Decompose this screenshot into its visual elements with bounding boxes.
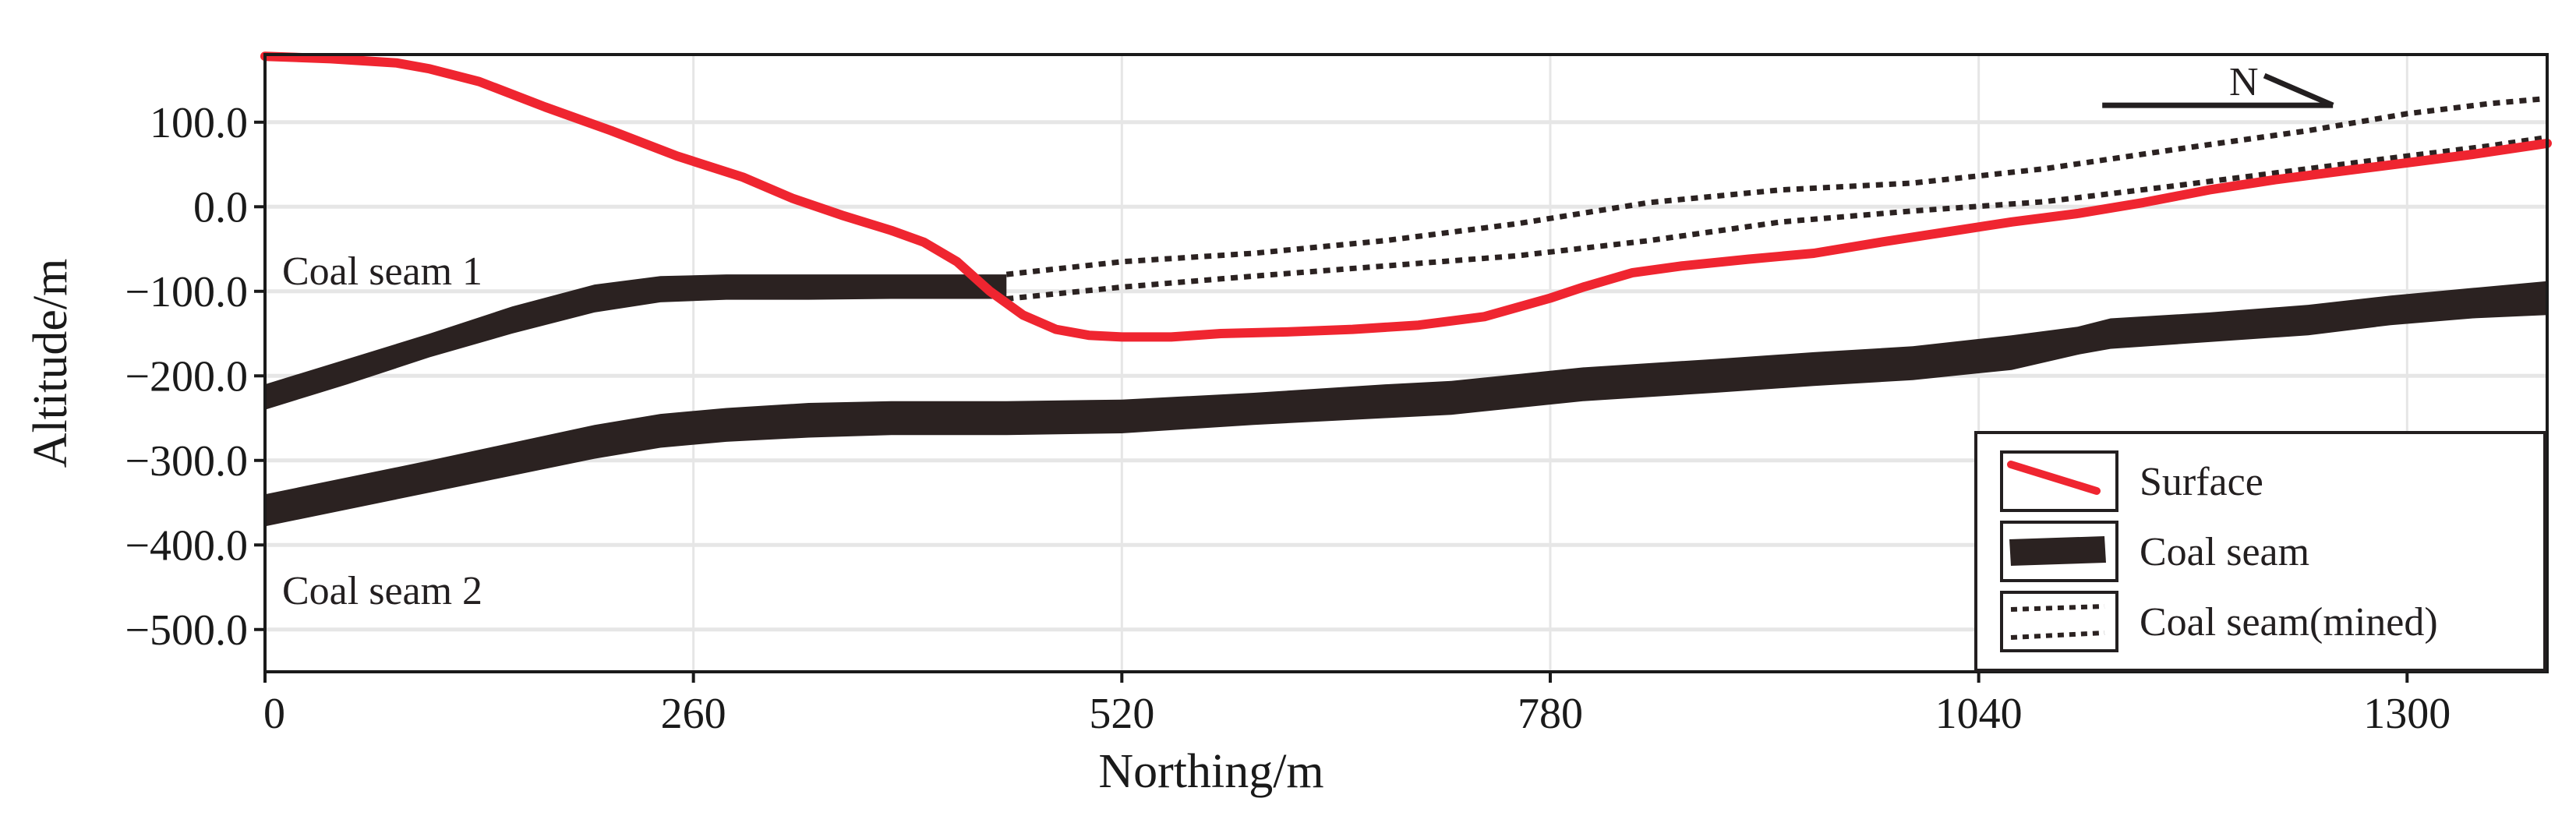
coal-seam-1-band [265, 274, 1007, 410]
y-tick-label-4: −300.0 [125, 437, 248, 486]
legend-label-mined: Coal seam(mined) [2140, 600, 2438, 645]
north-label: N [2229, 60, 2259, 104]
legend-swatch-box-seam [2000, 521, 2118, 582]
seam1-label: Coal seam 1 [282, 249, 482, 294]
mined-seam-line-2 [1005, 134, 2548, 302]
legend-label-surface: Surface [2140, 460, 2263, 504]
legend: Surface Coal seam Coal seam(mined) [1974, 431, 2546, 672]
y-axis-title: Altitude/m [24, 259, 77, 468]
legend-swatch-mined-bottom [2010, 630, 2105, 640]
coal-seam-2-band [265, 281, 2547, 527]
y-tick-label-5: −400.0 [125, 521, 248, 570]
surface-line [260, 51, 2552, 342]
annotations: Coal seam 1 Coal seam 2 N [282, 60, 2334, 613]
y-tick-label-6: −500.0 [125, 606, 248, 655]
series-layer [260, 51, 2552, 527]
y-tick-label-0: 100.0 [150, 99, 248, 147]
x-tick-label-2: 520 [1089, 690, 1154, 738]
x-axis-title: Northing/m [1098, 745, 1323, 798]
x-tick-label-5: 1300 [2363, 690, 2451, 738]
y-tick-label-3: −200.0 [125, 352, 248, 401]
axes: 0 260 520 780 1040 1300 100.0 0.0 −100.0 −200.0 −3… [24, 53, 2549, 798]
y-tick-label-1: 0.0 [193, 183, 248, 231]
legend-label-seam: Coal seam [2140, 530, 2309, 574]
legend-swatch-box-mined [2000, 591, 2118, 652]
y-tick-label-2: −100.0 [125, 268, 248, 316]
mined-seam-line-1 [1005, 95, 2548, 277]
legend-swatch-surface [2007, 461, 2101, 495]
x-tick-label-0: 0 [263, 690, 285, 738]
north-arrow-icon: N [2102, 60, 2334, 108]
north-arrow-head [2263, 72, 2334, 108]
seam2-label: Coal seam 2 [282, 569, 482, 613]
legend-swatch-box-surface [2000, 450, 2118, 512]
legend-swatch-seam [2009, 536, 2106, 566]
plot-frame [263, 53, 2549, 673]
x-tick-label-3: 780 [1518, 690, 1583, 738]
x-tick-label-1: 260 [661, 690, 726, 738]
x-tick-label-4: 1040 [1935, 690, 2023, 738]
legend-swatch-mined-top [2010, 604, 2105, 612]
